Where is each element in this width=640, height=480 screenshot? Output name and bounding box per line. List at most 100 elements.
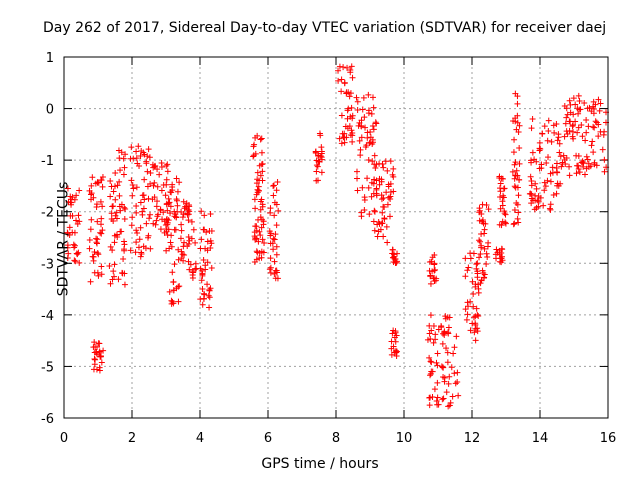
data-point	[170, 279, 177, 286]
data-point	[110, 203, 117, 210]
data-point	[133, 227, 140, 234]
data-point	[440, 395, 447, 402]
data-point	[253, 180, 260, 187]
data-point	[138, 148, 145, 155]
data-point	[175, 298, 182, 305]
data-point	[174, 202, 181, 209]
data-point	[472, 313, 479, 320]
data-point	[545, 127, 552, 134]
data-point	[445, 403, 452, 410]
data-point	[371, 208, 378, 215]
data-point	[434, 362, 441, 369]
data-point	[474, 325, 481, 332]
data-point	[588, 142, 595, 149]
data-point	[553, 165, 560, 172]
x-tick-label: 14	[532, 431, 549, 446]
data-point	[198, 277, 205, 284]
data-point	[180, 198, 187, 205]
data-point	[447, 399, 454, 406]
data-point	[527, 190, 534, 197]
data-point	[427, 273, 434, 280]
data-point	[512, 172, 519, 179]
data-point	[158, 187, 165, 194]
data-point	[562, 120, 569, 127]
data-point	[439, 396, 446, 403]
data-point	[134, 160, 141, 167]
data-point	[144, 168, 151, 175]
data-point	[430, 339, 437, 346]
data-point	[154, 213, 161, 220]
data-point	[563, 105, 570, 112]
data-point	[93, 348, 100, 355]
data-point	[185, 234, 192, 241]
data-point	[116, 178, 123, 185]
data-point	[476, 205, 483, 212]
data-point	[106, 262, 113, 269]
x-tick-label: 16	[600, 431, 617, 446]
data-point	[128, 177, 135, 184]
data-point	[109, 247, 116, 254]
data-point	[154, 183, 161, 190]
data-point	[573, 152, 580, 159]
data-point	[270, 235, 277, 242]
data-point	[381, 215, 388, 222]
data-point	[135, 143, 142, 150]
data-point	[348, 127, 355, 134]
data-point	[549, 164, 556, 171]
data-point	[190, 226, 197, 233]
data-point	[439, 340, 446, 347]
data-point	[98, 230, 105, 237]
data-point	[368, 110, 375, 117]
data-point	[137, 152, 144, 159]
y-tick-label: 0	[46, 103, 54, 118]
data-point	[601, 128, 608, 135]
data-point	[112, 196, 119, 203]
data-point	[198, 236, 205, 243]
data-point	[358, 134, 365, 141]
data-point	[87, 226, 94, 233]
data-point	[570, 128, 577, 135]
data-point	[201, 226, 208, 233]
data-point	[91, 269, 98, 276]
data-point	[438, 363, 445, 370]
data-point	[464, 299, 471, 306]
data-point	[440, 364, 447, 371]
data-point	[561, 133, 568, 140]
data-point	[483, 260, 490, 267]
data-point	[313, 168, 320, 175]
data-point	[314, 163, 321, 170]
y-tick-label: -3	[41, 257, 54, 272]
data-point	[252, 236, 259, 243]
data-point	[358, 122, 365, 129]
data-point	[165, 195, 172, 202]
data-point	[156, 171, 163, 178]
data-point	[88, 216, 95, 223]
data-point	[253, 223, 260, 230]
data-point	[336, 63, 343, 70]
data-point	[316, 158, 323, 165]
data-point	[271, 236, 278, 243]
data-point	[509, 168, 516, 175]
data-point	[347, 67, 354, 74]
data-point	[118, 228, 125, 235]
data-point	[340, 134, 347, 141]
data-point	[348, 104, 355, 111]
x-tick-label: 4	[196, 431, 204, 446]
data-point	[516, 122, 523, 129]
data-point	[150, 182, 157, 189]
data-point	[117, 207, 124, 214]
data-point	[129, 182, 136, 189]
data-point	[452, 380, 459, 387]
data-point	[547, 201, 554, 208]
data-point	[558, 163, 565, 170]
data-point	[121, 247, 128, 254]
data-point	[380, 233, 387, 240]
data-point	[313, 162, 320, 169]
data-point	[562, 160, 569, 167]
data-point	[427, 312, 434, 319]
data-point	[139, 211, 146, 218]
data-point	[257, 136, 264, 143]
data-point	[267, 264, 274, 271]
data-point	[510, 149, 517, 156]
data-point	[599, 146, 606, 153]
